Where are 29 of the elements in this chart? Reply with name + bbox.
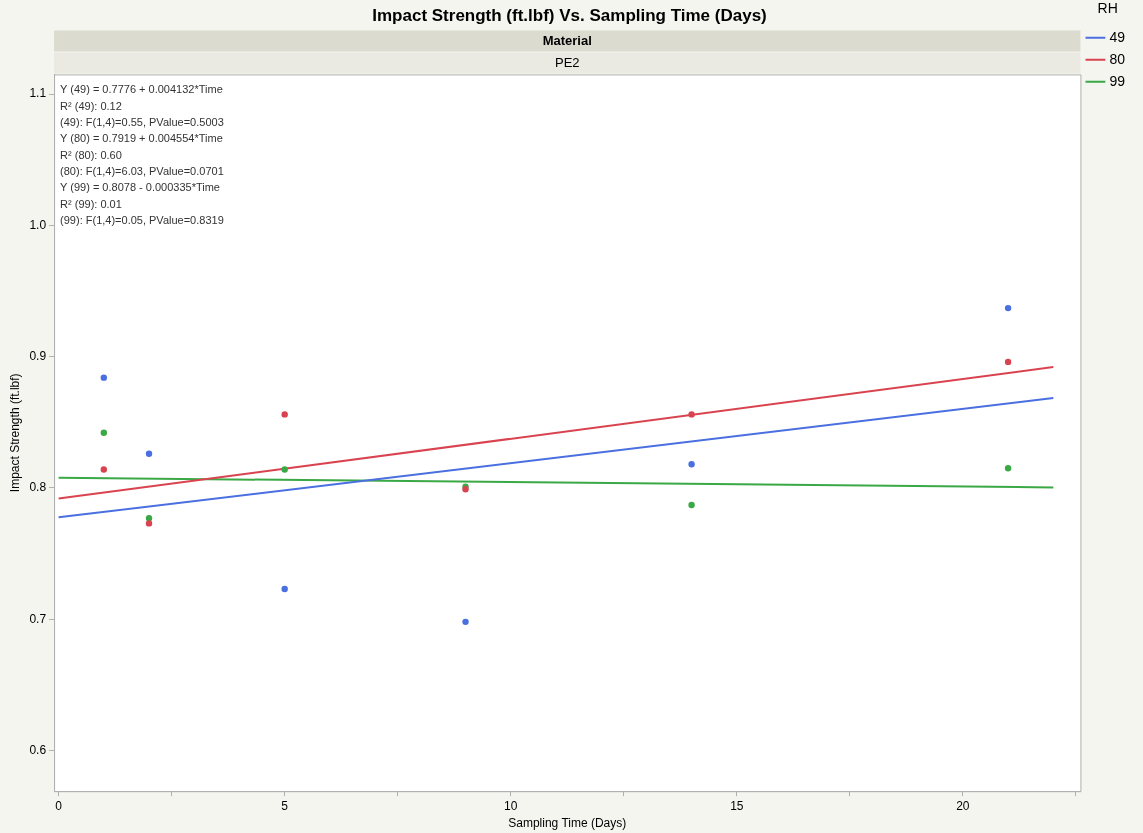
chart-subtitle: Material [542,32,592,48]
annotation: Y (80) = 0.7919 + 0.004554*Time [60,132,223,145]
x-tick-label: 10 [504,798,518,813]
y-tick-label: 0.6 [29,742,47,757]
chart-title: Impact Strength (ft.lbf) Vs. Sampling Time (Days) [372,5,767,25]
annotation: (80): F(1,4)=6.03, PValue=0.0701 [60,164,224,177]
x-tick-label: 5 [281,798,289,813]
annotation: Y (49) = 0.7776 + 0.004132*Time [60,83,223,96]
x-tick-label: 20 [956,798,970,813]
y-axis-title: Impact Strength (ft.lbf) [7,373,22,493]
x-tick-label: 15 [730,798,744,813]
x-tick-label: 0 [55,798,63,813]
text: PE2 [554,54,580,70]
y-tick-label: 1.0 [29,217,47,232]
x-axis-title: Sampling Time (Days) [508,816,627,831]
annotation: Y (99) = 0.8078 - 0.000335*Time [60,181,220,194]
legend-label: 49 [1109,28,1126,45]
legend-label: 99 [1109,72,1126,89]
y-tick-label: 0.7 [29,611,47,626]
y-tick-label: 0.8 [29,480,47,495]
y-tick-label: 1.1 [29,86,47,101]
annotation: R² (49): 0.12 [60,99,122,112]
legend-title: RH [1097,0,1118,16]
annotation: (99): F(1,4)=0.05, PValue=0.8319 [60,213,224,226]
annotation: R² (80): 0.60 [60,148,122,161]
annotation: R² (99): 0.01 [60,197,122,210]
legend-label: 80 [1109,50,1126,67]
annotation: (49): F(1,4)=0.55, PValue=0.5003 [60,116,224,129]
y-tick-label: 0.9 [29,348,47,363]
